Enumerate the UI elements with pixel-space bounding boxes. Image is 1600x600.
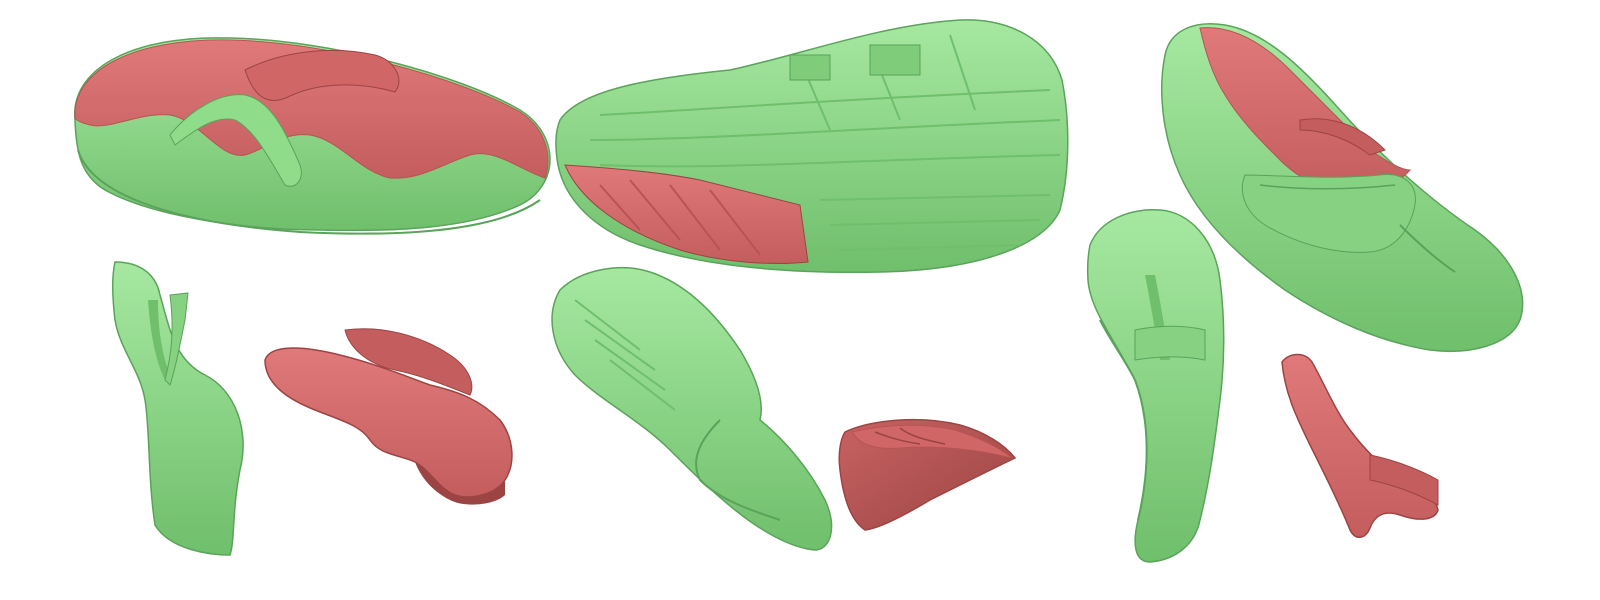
flip-flop-right-green-part [1086, 209, 1225, 563]
sneaker-center-red-part [838, 418, 1017, 531]
flip-flop-left-full [74, 37, 551, 235]
flip-flop-left-red-part [264, 328, 513, 505]
sneaker-center-full [555, 19, 1069, 273]
flip-flop-right-red-part [1281, 353, 1439, 538]
flip-flop-right-full [1161, 23, 1524, 352]
sneaker-center-green-part [551, 266, 833, 551]
flip-flop-left-green-part [112, 261, 244, 556]
